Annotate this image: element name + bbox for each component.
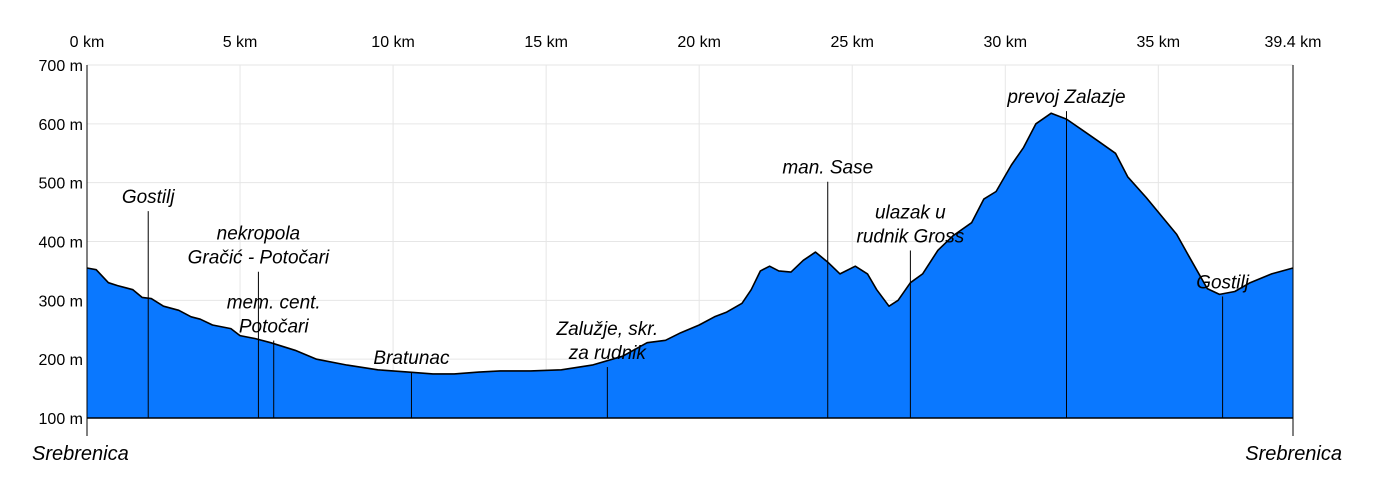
annotation-label: mem. cent. — [227, 293, 321, 314]
x-tick-label: 10 km — [371, 34, 415, 51]
y-tick-label: 300 m — [39, 293, 83, 310]
y-tick-label: 100 m — [39, 411, 83, 428]
annotation-label: prevoj Zalazje — [1006, 87, 1125, 108]
tick-labels: 0 km 5 km 10 km 15 km 20 km 25 km 30 km 35 km 39… — [39, 34, 1322, 428]
y-tick-label: 200 m — [39, 352, 83, 369]
endpoint-labels: Srebrenica Srebrenica — [32, 443, 1342, 465]
annotation-label: Zalužje, skr. — [555, 319, 658, 340]
annotation-label: Gostilj — [122, 187, 176, 208]
annotation-label: ulazak u — [875, 203, 946, 224]
x-tick-label: 35 km — [1137, 34, 1181, 51]
annotation-label: rudnik Gross — [857, 227, 965, 248]
y-tick-label: 600 m — [39, 117, 83, 134]
annotation-labels: Gostilj nekropola Gračić - Potočari mem. ce… — [122, 87, 1250, 369]
annotation-lines — [147, 111, 1224, 418]
annotation-label: Bratunac — [373, 348, 450, 369]
y-tick-label: 500 m — [39, 176, 83, 193]
x-tick-label: 20 km — [677, 34, 721, 51]
elevation-area — [86, 112, 1294, 418]
x-tick-label: 30 km — [983, 34, 1027, 51]
y-tick-label: 400 m — [39, 235, 83, 252]
x-tick-label: 15 km — [524, 34, 568, 51]
elevation-fill — [87, 113, 1293, 418]
annotation-label: Gostilj — [1196, 272, 1250, 293]
annotation-label: nekropola — [217, 224, 300, 245]
x-tick-label: 39.4 km — [1265, 34, 1322, 51]
annotation-label: Gračić - Potočari — [188, 248, 330, 269]
y-tick-label: 700 m — [39, 58, 83, 75]
start-label: Srebrenica — [32, 443, 129, 465]
annotation-label: Potočari — [239, 317, 309, 338]
x-tick-label: 25 km — [830, 34, 874, 51]
axes — [86, 65, 1294, 436]
end-label: Srebrenica — [1245, 443, 1342, 465]
annotation-label: za rudnik — [568, 343, 648, 364]
x-tick-label: 5 km — [223, 34, 258, 51]
x-tick-label: 0 km — [70, 34, 105, 51]
elevation-line — [86, 112, 1294, 375]
annotation-label: man. Sase — [782, 158, 873, 179]
